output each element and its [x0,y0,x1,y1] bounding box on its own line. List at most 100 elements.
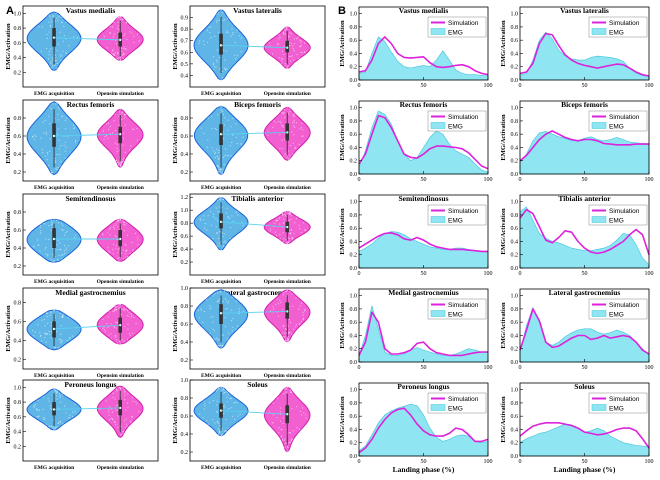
sample-point [232,117,234,120]
sample-point [102,327,104,330]
sample-point [221,66,223,68]
sample-point [48,425,51,427]
sample-point [106,322,108,325]
sample-point [116,244,118,246]
sample-point [35,408,37,410]
sample-point [118,28,120,31]
y-tick-label: 0.4 [14,430,22,436]
sample-point [241,221,243,223]
sample-point [221,70,223,72]
sample-point [275,220,277,222]
sample-point [293,119,295,121]
sample-point [112,36,114,38]
sample-point [32,136,34,138]
sample-point [203,310,206,313]
sample-point [227,216,229,218]
sample-point [69,338,71,340]
y-axis-label: EMG/Activation [500,302,507,349]
sample-point [56,133,59,135]
sample-point [112,243,115,245]
sample-point [42,223,44,225]
sample-point [46,312,48,314]
sample-point [121,47,123,49]
sample-point [59,165,61,167]
y-axis-label: EMG/Activation [339,114,346,161]
sample-point [216,232,218,234]
sample-point [46,152,48,154]
simulation-line [519,32,650,77]
sample-point [283,213,285,216]
sample-point [226,154,228,156]
sample-point [293,114,295,116]
sample-point [118,247,120,250]
sample-point [224,407,226,409]
sample-point [50,258,52,260]
sample-point [221,428,223,430]
sample-point [39,232,42,234]
sample-point [212,315,214,317]
sample-point [73,236,75,239]
sample-point [219,344,221,347]
legend-simulation-label: Simulation [609,208,640,215]
sample-point [102,232,104,235]
sample-point [282,126,284,128]
plot-frame [22,99,159,182]
sample-point [57,43,59,45]
sample-point [286,386,288,388]
sample-point [303,412,305,414]
sample-point [38,409,41,411]
sample-point [124,390,126,392]
sample-point [117,415,119,417]
sample-point [112,249,114,251]
sample-point [34,331,36,333]
sample-point [119,15,121,17]
sample-point [291,55,293,57]
emg-area [519,131,650,175]
y-tick-label: 0.0 [511,360,519,366]
y-tick-label: 1.0 [181,378,189,384]
sample-point [284,438,286,440]
y-tick-label: 0.8 [511,401,519,407]
y-axis-label: EMG/Activation [5,305,12,352]
sample-point [226,339,228,341]
sample-point [60,341,62,343]
sample-point [112,396,114,398]
sample-point [120,162,123,164]
y-tick-label: 0.4 [350,51,358,57]
sample-point [285,328,287,330]
sample-point [296,427,298,429]
sample-point [66,117,68,119]
sample-point [293,113,295,115]
sample-point [65,52,67,54]
sample-point [211,127,213,129]
sample-point [291,237,293,239]
sample-point [112,419,114,421]
legend-emg-swatch [430,404,446,411]
sample-point [115,159,117,161]
sample-point [218,151,220,154]
sample-point [113,228,116,230]
sample-point [47,398,49,400]
sample-point [65,412,67,414]
sample-point [119,111,121,113]
sample-point [48,330,50,333]
sample-point [279,407,282,409]
sample-point [199,40,201,42]
x-tick-label: 50 [582,271,588,277]
sample-point [295,326,297,328]
sample-point [282,292,284,294]
sample-point [52,427,54,429]
sample-point [288,432,290,434]
violin-panel: 0.2 0.4 0.6 0.8 1.0 EMG/Activation Soleus EMG a… [172,378,326,471]
sample-point [303,222,305,224]
sample-point [60,325,62,327]
sample-point [110,337,113,339]
legend-emg-swatch [591,216,607,223]
sample-point [114,398,116,400]
sample-point [57,106,59,108]
y-tick-label: 0.0 [350,266,358,272]
sample-point [267,130,269,132]
curve-panels: 0.0 0.2 0.4 0.6 0.8 1.0 0 50 100 EMG/Activation Va… [339,6,654,474]
